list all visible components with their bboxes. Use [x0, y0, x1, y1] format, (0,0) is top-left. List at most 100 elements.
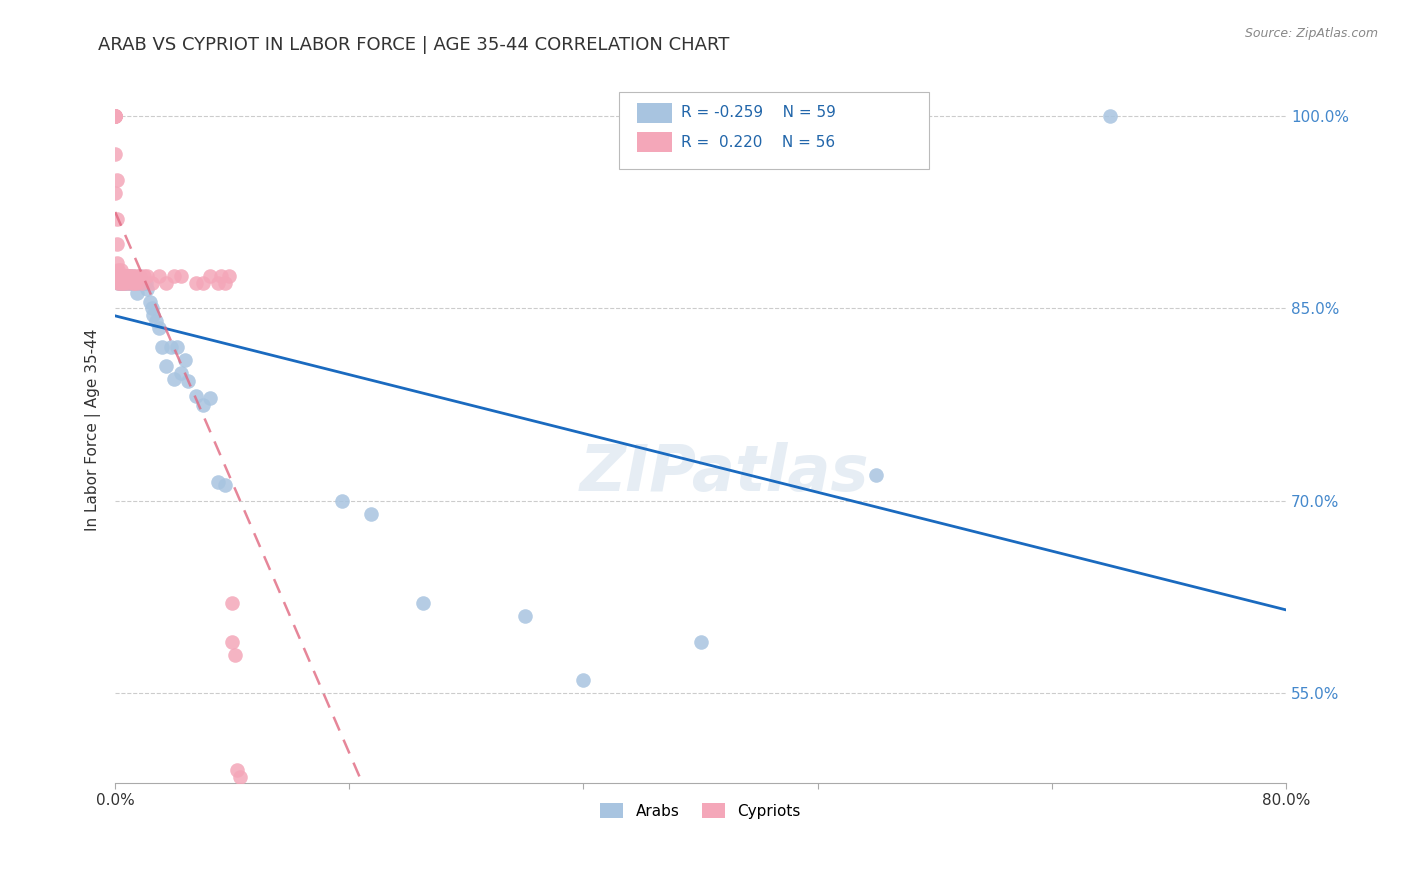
Point — [108, 276, 131, 290]
Point — [107, 269, 129, 284]
Point — [184, 276, 207, 290]
Point — [118, 269, 141, 284]
Point — [114, 276, 136, 290]
Point — [129, 269, 152, 284]
Point — [118, 269, 141, 284]
Point — [110, 276, 132, 290]
Point — [132, 276, 155, 290]
Point — [214, 478, 236, 492]
Point — [107, 269, 129, 284]
Point — [689, 635, 711, 649]
Point — [127, 276, 149, 290]
Point — [110, 263, 132, 277]
Point — [148, 320, 170, 334]
Point — [105, 173, 128, 187]
Point — [115, 269, 138, 284]
Point — [139, 295, 162, 310]
Point — [111, 269, 134, 284]
Point — [228, 770, 250, 784]
Point — [166, 340, 188, 354]
Point — [104, 109, 127, 123]
Point — [207, 475, 229, 489]
Point — [121, 269, 143, 284]
Text: Source: ZipAtlas.com: Source: ZipAtlas.com — [1244, 27, 1378, 40]
Point — [865, 468, 887, 483]
Y-axis label: In Labor Force | Age 35-44: In Labor Force | Age 35-44 — [86, 329, 101, 532]
Point — [105, 269, 128, 284]
Point — [218, 269, 240, 284]
Point — [104, 109, 127, 123]
Point — [105, 269, 128, 284]
Point — [104, 186, 127, 200]
Point — [110, 269, 132, 284]
Point — [114, 269, 136, 284]
Point — [105, 256, 128, 270]
Point — [200, 391, 222, 405]
Point — [191, 276, 214, 290]
Point — [122, 276, 145, 290]
Point — [131, 276, 153, 290]
Point — [134, 269, 156, 284]
Point — [128, 276, 150, 290]
Point — [163, 372, 186, 386]
Point — [174, 352, 197, 367]
Point — [170, 366, 193, 380]
Point — [155, 276, 177, 290]
Point — [155, 359, 177, 373]
Point — [360, 507, 382, 521]
Point — [108, 276, 131, 290]
Point — [150, 340, 173, 354]
Point — [107, 276, 129, 290]
Point — [104, 109, 127, 123]
Point — [111, 276, 134, 290]
Point — [112, 276, 135, 290]
Point — [145, 314, 167, 328]
Point — [104, 109, 127, 123]
Point — [136, 269, 159, 284]
Point — [105, 269, 128, 284]
Point — [118, 276, 141, 290]
Legend: Arabs, Cypriots: Arabs, Cypriots — [595, 797, 807, 825]
Point — [1099, 109, 1122, 123]
Point — [107, 276, 129, 290]
Point — [221, 596, 243, 610]
Point — [148, 269, 170, 284]
Point — [112, 276, 135, 290]
Point — [159, 340, 181, 354]
Point — [207, 276, 229, 290]
Point — [134, 276, 156, 290]
Point — [110, 269, 132, 284]
Point — [412, 596, 434, 610]
FancyBboxPatch shape — [637, 103, 672, 122]
Text: ARAB VS CYPRIOT IN LABOR FORCE | AGE 35-44 CORRELATION CHART: ARAB VS CYPRIOT IN LABOR FORCE | AGE 35-… — [98, 36, 730, 54]
Point — [107, 269, 129, 284]
Point — [124, 276, 146, 290]
Point — [513, 609, 536, 624]
Point — [572, 673, 595, 688]
Point — [104, 109, 127, 123]
Point — [200, 269, 222, 284]
Point — [225, 763, 247, 777]
Point — [112, 269, 135, 284]
Text: R =  0.220    N = 56: R = 0.220 N = 56 — [681, 135, 835, 150]
Point — [111, 276, 134, 290]
Point — [108, 269, 131, 284]
Point — [131, 276, 153, 290]
Text: ZIPatlas: ZIPatlas — [579, 442, 869, 504]
Point — [163, 269, 186, 284]
Point — [104, 147, 127, 161]
Point — [108, 269, 131, 284]
Point — [135, 276, 157, 290]
Point — [214, 276, 236, 290]
Point — [115, 269, 138, 284]
Point — [105, 269, 128, 284]
Point — [110, 276, 132, 290]
Point — [115, 276, 138, 290]
Point — [118, 269, 141, 284]
Point — [221, 635, 243, 649]
Point — [105, 237, 128, 252]
Point — [104, 109, 127, 123]
Point — [142, 308, 165, 322]
Point — [209, 269, 232, 284]
Point — [112, 269, 135, 284]
